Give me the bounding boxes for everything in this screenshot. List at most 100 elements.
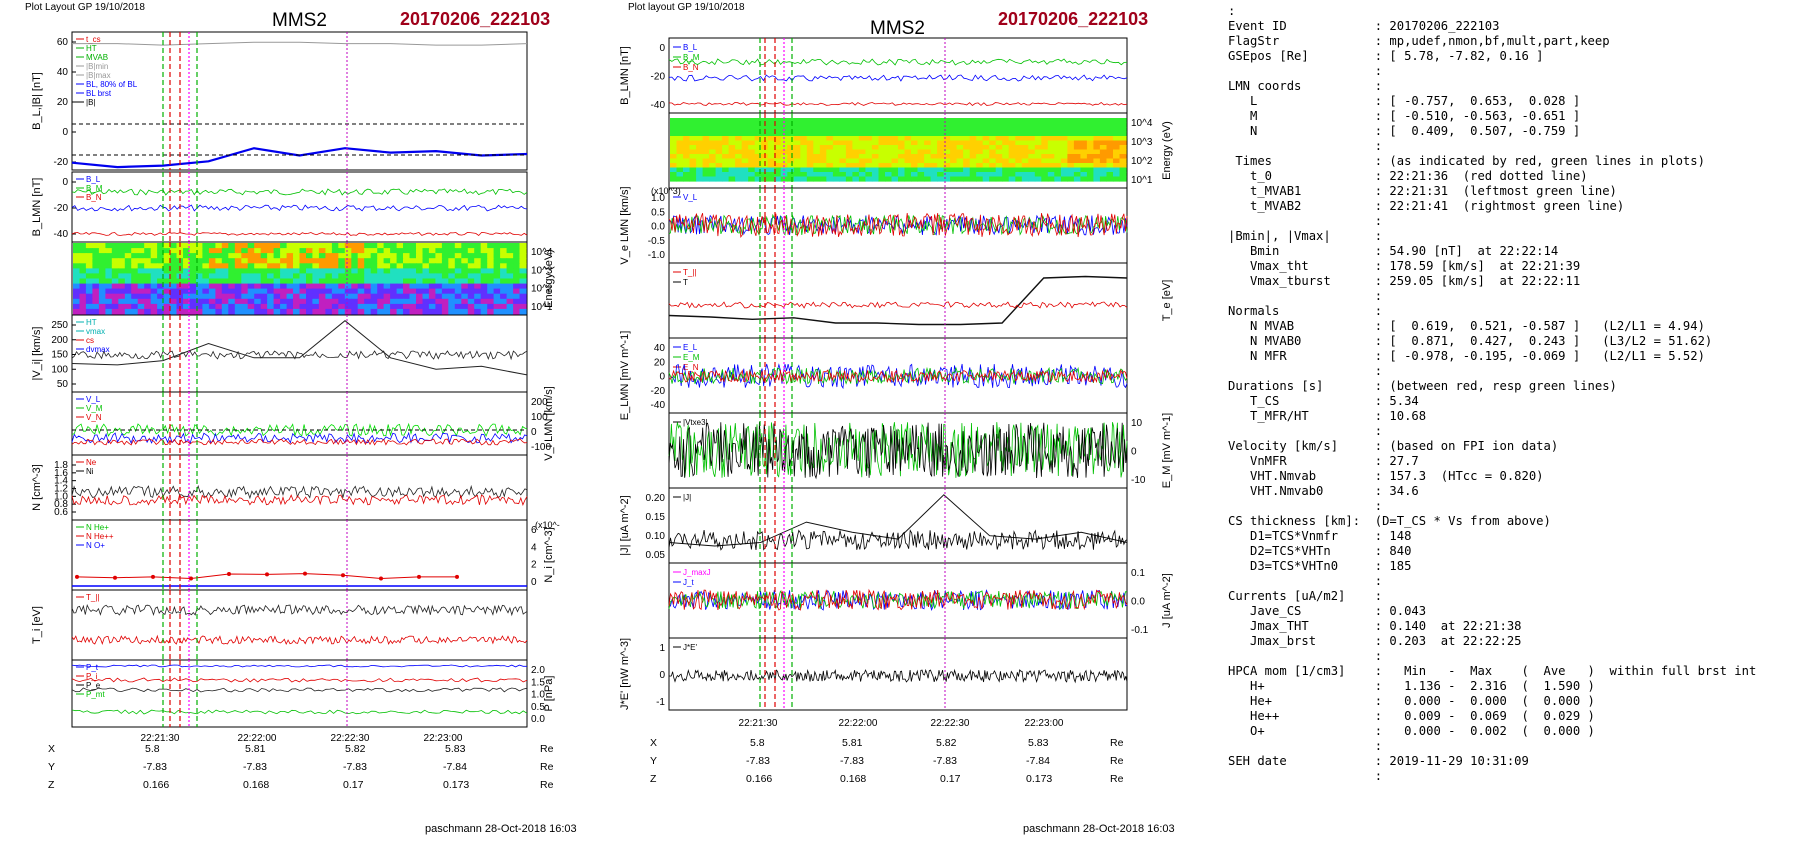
- spectrogram-cell: [1067, 131, 1075, 137]
- spectrogram-cell: [689, 131, 697, 137]
- spectrogram-cell: [787, 131, 795, 137]
- spectrogram-cell: [761, 149, 769, 155]
- spectrogram-cell: [163, 278, 171, 285]
- spectrogram-cell: [956, 154, 964, 160]
- spectrogram-cell: [312, 288, 320, 295]
- spectrogram-cell: [163, 293, 171, 300]
- spectrogram-cell: [748, 149, 756, 155]
- spectrogram-cell: [202, 298, 210, 305]
- spectrogram-cell: [480, 243, 488, 249]
- spectrogram-cell: [806, 163, 814, 169]
- spectrogram-cell: [969, 154, 977, 160]
- spectrogram-cell: [1080, 140, 1088, 146]
- spectrogram-cell: [306, 298, 314, 305]
- spectrogram-cell: [299, 248, 307, 254]
- spectrogram-cell: [170, 278, 178, 285]
- spectrogram-cell: [500, 253, 508, 259]
- spectrogram-cell: [98, 283, 106, 290]
- spectrogram-cell: [377, 308, 385, 315]
- spectrogram-cell: [728, 136, 736, 142]
- spectrogram-cell: [852, 172, 860, 178]
- spectrogram-cell: [741, 140, 749, 146]
- spectrogram-cell: [1047, 122, 1055, 128]
- spectrogram-cell: [1119, 136, 1127, 142]
- spectrogram-cell: [170, 253, 178, 259]
- spectrogram-cell: [331, 293, 339, 300]
- spectrogram-cell: [702, 154, 710, 160]
- spectrogram-cell: [137, 258, 145, 264]
- spectrogram-cell: [839, 176, 847, 182]
- spectrogram-cell: [215, 308, 223, 315]
- y-tick-label: 10^4: [1131, 118, 1153, 129]
- spectrogram-cell: [73, 248, 81, 254]
- spectrogram-cell: [839, 154, 847, 160]
- spectrogram-cell: [189, 258, 197, 264]
- spectrogram-cell: [513, 278, 521, 285]
- spectrogram-cell: [1086, 163, 1094, 169]
- spectrogram-cell: [221, 288, 229, 295]
- spectrogram-cell: [416, 288, 424, 295]
- spectrogram-cell: [293, 253, 301, 259]
- spectrogram-cell: [858, 131, 866, 137]
- spectrogram-cell: [1008, 163, 1016, 169]
- spectrogram-cell: [683, 167, 691, 173]
- spectrogram-cell: [189, 288, 197, 295]
- spectrogram-cell: [943, 131, 951, 137]
- y-axis-label: V_e LMN [km/s]: [619, 186, 631, 264]
- spectrogram-cell: [1034, 158, 1042, 164]
- spectrogram-cell: [950, 127, 958, 133]
- spectrogram-cell: [930, 118, 938, 124]
- bn-trace: [71, 232, 528, 237]
- spectrogram-cell: [689, 176, 697, 182]
- spectrogram-cell: [98, 298, 106, 305]
- spectrogram-cell: [754, 136, 762, 142]
- spectrogram-cell: [1047, 127, 1055, 133]
- spectrogram-cell: [676, 167, 684, 173]
- spectrogram-cell: [357, 288, 365, 295]
- spectrogram-cell: [435, 278, 443, 285]
- spectrogram-cell: [891, 127, 899, 133]
- spectrogram-cell: [1047, 154, 1055, 160]
- spectrogram-cell: [318, 293, 326, 300]
- spectrogram-cell: [416, 283, 424, 290]
- spectrogram-cell: [963, 136, 971, 142]
- spectrogram-cell: [696, 167, 704, 173]
- spectrogram-cell: [911, 172, 919, 178]
- spectrogram-cell: [383, 268, 391, 275]
- spectrogram-cell: [963, 158, 971, 164]
- spectrogram-cell: [487, 298, 495, 305]
- spectrogram-cell: [683, 136, 691, 142]
- spectrogram-cell: [1080, 122, 1088, 128]
- spectrogram-cell: [1028, 172, 1036, 178]
- y-axis-label: P [nPa]: [543, 676, 555, 712]
- spectrogram-cell: [852, 131, 860, 137]
- spectrogram-cell: [228, 258, 236, 264]
- spectrogram-cell: [454, 298, 462, 305]
- spectrogram-cell: [260, 278, 268, 285]
- spectrogram-cell: [344, 253, 352, 259]
- spectrogram-cell: [748, 158, 756, 164]
- spectrogram-cell: [506, 308, 514, 315]
- spectrogram-cell: [702, 172, 710, 178]
- spectrogram-cell: [150, 268, 158, 275]
- spectrogram-cell: [118, 303, 126, 310]
- spectrogram-cell: [448, 268, 456, 275]
- spectrogram-cell: [826, 158, 834, 164]
- info-line: :: [1228, 649, 1383, 663]
- spectrogram-cell: [234, 248, 242, 254]
- spectrogram-cell: [689, 172, 697, 178]
- spectrogram-cell: [709, 163, 717, 169]
- spectrogram-cell: [852, 140, 860, 146]
- spectrogram-cell: [813, 136, 821, 142]
- spectrogram-cell: [748, 118, 756, 124]
- y-axis-label: B_LMN [nT]: [619, 46, 631, 105]
- spectrogram-cell: [845, 154, 853, 160]
- spectrogram-cell: [774, 145, 782, 151]
- spectrogram-cell: [513, 263, 521, 269]
- spectrogram-cell: [474, 248, 482, 254]
- spectrogram-cell: [422, 263, 430, 269]
- x-tick-label: 22:22:30: [331, 733, 370, 744]
- te-trace: [668, 275, 1128, 326]
- spectrogram-cell: [73, 268, 81, 275]
- spectrogram-cell: [911, 136, 919, 142]
